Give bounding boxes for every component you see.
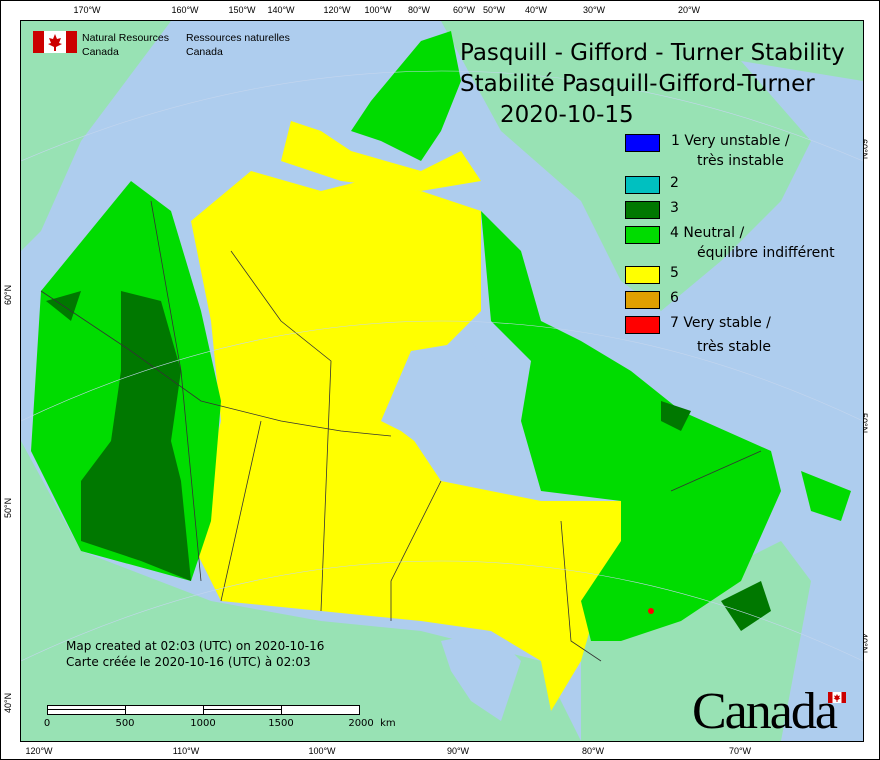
lon-tick-top: 80°W [407,5,431,15]
canada-flag-icon [33,31,77,53]
canada-wordmark: Canada [692,683,838,740]
stability-4-maritimes [801,471,851,521]
legend-label: 5 [670,265,679,281]
legend-label: 4 Neutral / [670,225,745,241]
scale-label: 1500 [268,718,294,729]
lon-tick-bottom: 80°W [581,746,605,756]
graticule [21,70,863,662]
scale-segment-line [204,709,281,710]
lon-tick-top: 120°W [323,5,351,15]
map-graphic [21,21,863,741]
lon-tick-bottom: 70°W [728,746,752,756]
canada-wordmark-flag-icon [828,692,846,703]
org-name-en-line1: Natural Resources [82,32,169,44]
legend-label-fr: très stable [697,339,772,355]
legend-swatch [625,316,660,334]
legend-swatch [625,266,660,284]
lon-tick-top: 140°W [267,5,295,15]
scale-segment-line [48,709,125,710]
legend-label: 7 Very stable / [670,315,771,331]
stability-3-nova-scotia [721,581,771,631]
greenland-land [441,21,863,311]
legend-swatch [625,134,660,152]
lon-tick-top: 20°W [677,5,701,15]
legend-swatch [625,176,660,194]
lon-tick-top: 170°W [73,5,101,15]
scale-label: 2000 km [348,718,396,729]
scale-bar [47,705,360,715]
lon-tick-top: 150°W [228,5,256,15]
legend-label: 2 [670,175,679,191]
alaska-land [21,21,171,251]
org-name-fr-line2: Canada [186,46,223,58]
map-date: 2020-10-15 [500,102,634,128]
map-title: Pasquill - Gifford - Turner Stability St… [460,38,845,131]
stability-7-spot [648,608,654,614]
scale-label: 500 [115,718,135,729]
lat-tick-left: 50°N [3,497,13,518]
legend-swatch [625,291,660,309]
legend-label: 6 [670,290,679,306]
stability-5-region [191,171,641,711]
title-en: Pasquill - Gifford - Turner Stability [460,40,845,66]
title-fr: Stabilité Pasquill-Gifford-Turner [460,71,815,97]
hudson-bay [381,341,521,481]
legend-label: 3 [670,200,679,216]
stability-4-labrador [481,211,781,641]
lon-tick-top: 60°W [452,5,476,15]
org-name-en-line2: Canada [82,46,119,58]
org-name-fr-line1: Ressources naturelles [186,32,290,44]
scale-segment [126,706,204,714]
legend-swatch [625,201,660,219]
legend-label: 1 Very unstable / [671,133,790,149]
legend-swatch [625,226,660,244]
lon-tick-top: 100°W [364,5,392,15]
stability-5-arctic [281,121,481,191]
scale-label: 1000 [190,718,216,729]
lon-tick-top: 40°W [524,5,548,15]
lon-tick-bottom: 110°W [172,746,200,756]
stability-4-arctic [351,31,461,161]
scale-segment [204,706,282,714]
lon-tick-bottom: 100°W [308,746,336,756]
lon-tick-top: 30°W [582,5,606,15]
map-credit: Map created at 02:03 (UTC) on 2020-10-16… [66,638,324,670]
lat-tick-left: 40°N [3,692,13,713]
great-lakes [441,631,521,721]
lon-tick-bottom: 90°W [446,746,470,756]
credit-fr: Carte créée le 2020-10-16 (UTC) à 02:03 [66,655,311,669]
lat-tick-left: 60°N [3,284,13,305]
lon-tick-bottom: 120°W [25,746,53,756]
usa-land [21,441,581,741]
provincial-borders [40,200,762,662]
lon-tick-top: 160°W [171,5,199,15]
legend-label-fr: équilibre indifférent [697,245,835,261]
credit-en: Map created at 02:03 (UTC) on 2020-10-16 [66,639,325,653]
scale-label: 0 [43,718,51,729]
stability-3-rockies [81,291,191,581]
legend-label-fr: très instable [697,153,784,169]
stability-3-quebec [661,401,691,431]
scale-segment [48,706,126,714]
stability-map: Natural Resources Canada Ressources natu… [20,20,864,742]
lon-tick-top: 50°W [482,5,506,15]
